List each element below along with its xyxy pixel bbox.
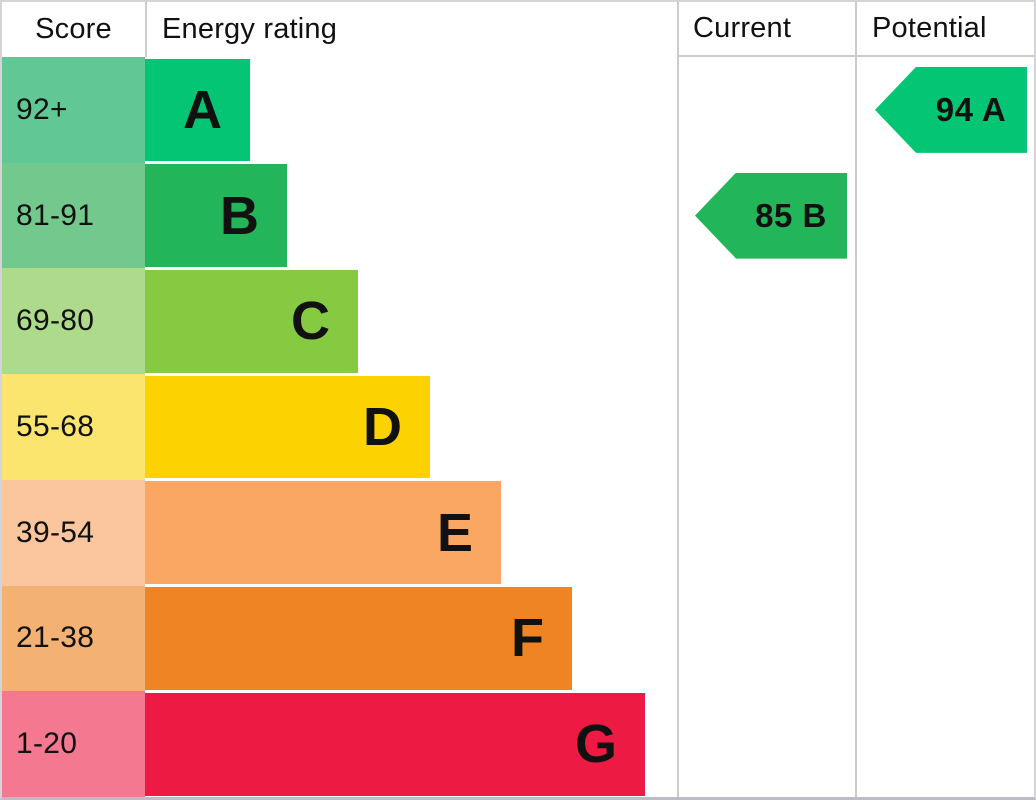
potential-column-header: Potential xyxy=(855,2,1034,57)
rating-bar-area: A xyxy=(145,57,677,163)
potential-cell-G xyxy=(855,691,1034,797)
band-row-D: 55-68 D xyxy=(2,374,1034,480)
score-range-label: 92+ xyxy=(2,57,145,163)
current-cell-C xyxy=(677,268,855,375)
score-range-label: 21-38 xyxy=(2,585,145,692)
rating-letter: F xyxy=(511,608,544,669)
rating-bar-A: A xyxy=(145,58,250,162)
band-row-A: 92+ A 94 A xyxy=(2,57,1034,163)
chart-header: Score Energy rating Current Potential xyxy=(2,2,1034,57)
current-column-header: Current xyxy=(677,2,855,57)
current-rating-arrow: 85 B xyxy=(695,172,847,259)
score-range-label: 69-80 xyxy=(2,268,145,375)
potential-cell-F xyxy=(855,585,1034,692)
rating-bar-area: G xyxy=(145,691,677,797)
rating-letter: G xyxy=(574,714,617,775)
potential-cell-D xyxy=(855,374,1034,480)
current-cell-E xyxy=(677,479,855,586)
rating-bar-C: C xyxy=(145,269,358,373)
rating-bar-D: D xyxy=(145,375,430,479)
current-cell-B: 85 B xyxy=(677,162,855,269)
score-range-label: 81-91 xyxy=(2,162,145,269)
rating-bar-area: C xyxy=(145,268,677,374)
score-column-header: Score xyxy=(35,13,112,45)
current-cell-A xyxy=(677,57,855,163)
band-row-E: 39-54 E xyxy=(2,479,1034,586)
rating-letter: A xyxy=(183,79,222,140)
current-cell-D xyxy=(677,374,855,480)
rating-bar-F: F xyxy=(145,587,572,690)
rating-letter: D xyxy=(363,397,402,458)
rating-bar-area: F xyxy=(145,586,677,692)
potential-cell-B xyxy=(855,162,1034,269)
rating-bar-B: B xyxy=(145,164,287,267)
score-range-label: 39-54 xyxy=(2,479,145,586)
potential-cell-A: 94 A xyxy=(855,57,1034,163)
rating-letter: E xyxy=(436,502,473,563)
score-range-label: 55-68 xyxy=(2,374,145,480)
band-row-B: 81-91 B 85 B xyxy=(2,162,1034,269)
potential-cell-E xyxy=(855,479,1034,586)
current-cell-F xyxy=(677,585,855,692)
rating-letter: C xyxy=(291,291,330,352)
rating-letter: B xyxy=(220,185,259,246)
rating-bands: 92+ A 94 A 81-91 B 85 B 69-80 C 55-68 D 39-54 E 21-3… xyxy=(2,57,1034,797)
band-row-C: 69-80 C xyxy=(2,268,1034,375)
rating-bar-area: D xyxy=(145,374,677,480)
band-row-F: 21-38 F xyxy=(2,585,1034,692)
band-row-G: 1-20 G xyxy=(2,691,1034,797)
rating-bar-E: E xyxy=(145,481,501,585)
potential-rating-arrow: 94 A xyxy=(875,66,1027,153)
score-range-label: 1-20 xyxy=(2,691,145,797)
rating-bar-area: E xyxy=(145,480,677,586)
rating-bar-G: G xyxy=(145,692,645,796)
energy-rating-column-header: Energy rating xyxy=(145,2,677,57)
rating-bar-area: B xyxy=(145,163,677,269)
potential-cell-C xyxy=(855,268,1034,375)
current-cell-G xyxy=(677,691,855,797)
